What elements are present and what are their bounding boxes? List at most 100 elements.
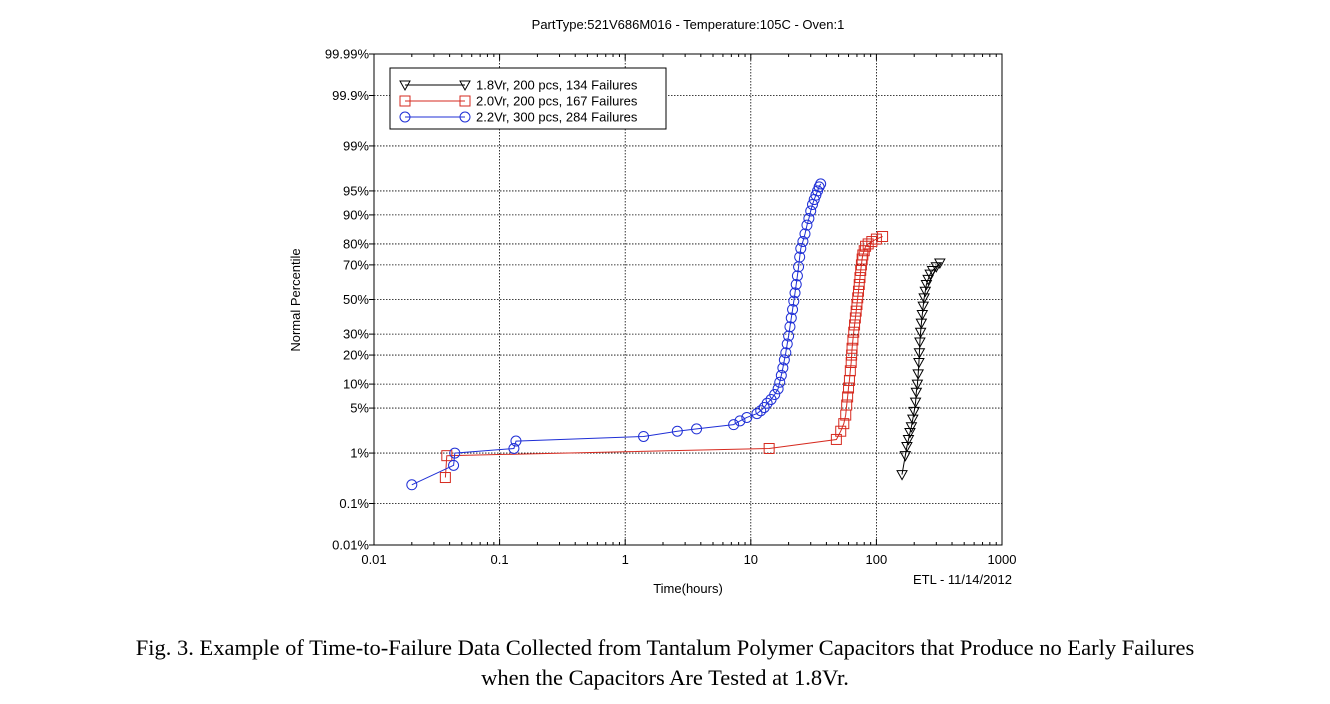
data-point [909, 397, 922, 409]
y-tick-label: 1% [350, 446, 369, 461]
data-point [778, 354, 790, 366]
legend-label: 2.2Vr, 300 pcs, 284 Failures [476, 110, 638, 125]
figure-caption: Fig. 3. Example of Time-to-Failure Data … [0, 633, 1330, 693]
y-tick-label: 0.01% [332, 538, 369, 553]
y-tick-label: 80% [343, 236, 369, 251]
data-point [789, 287, 801, 299]
y-tick-label: 50% [343, 292, 369, 307]
y-tick-label: 99% [343, 138, 369, 153]
data-point [783, 330, 795, 342]
data-point [780, 347, 792, 359]
grid [374, 54, 1002, 545]
y-tick-label: 90% [343, 207, 369, 222]
y-tick-label: 5% [350, 401, 369, 416]
data-point [791, 270, 803, 282]
data-point [911, 379, 924, 391]
y-tick-label: 30% [343, 327, 369, 342]
x-tick-label: 0.01 [361, 552, 386, 567]
data-point [751, 408, 763, 420]
data-point [842, 391, 854, 403]
y-tick-label: 0.1% [339, 496, 369, 511]
data-point [728, 419, 740, 431]
y-tick-label: 10% [343, 377, 369, 392]
data-point [841, 399, 853, 411]
data-point [844, 365, 856, 377]
x-axis-label: Time(hours) [653, 581, 723, 596]
data-point [848, 326, 860, 338]
data-point [926, 265, 939, 277]
data-point [843, 382, 855, 394]
caption-line-2: when the Capacitors Are Tested at 1.8Vr. [481, 665, 849, 690]
data-point [856, 253, 868, 265]
series-1 [896, 258, 946, 481]
data-point [795, 243, 807, 255]
y-tick-label: 20% [343, 348, 369, 363]
legend-box [389, 67, 667, 130]
data-point [815, 178, 827, 190]
data-point [741, 411, 753, 423]
data-point [803, 213, 815, 225]
data-point [830, 433, 842, 445]
data-point [671, 425, 683, 437]
data-point [448, 459, 460, 471]
data-point [870, 233, 882, 245]
data-point [930, 262, 943, 273]
data-point [913, 348, 926, 359]
series-line [411, 183, 822, 486]
data-point [799, 228, 811, 240]
data-point [449, 447, 461, 459]
data-point [908, 406, 921, 418]
legend-marker [399, 111, 411, 123]
data-point [846, 349, 858, 361]
y-axis-label: Normal Percentile [288, 248, 303, 351]
series-2 [439, 231, 889, 484]
data-point [775, 369, 787, 381]
data-point [846, 342, 858, 354]
legend-marker [399, 80, 411, 92]
x-tick-label: 0.1 [491, 552, 509, 567]
data-point [755, 405, 767, 417]
data-point [851, 298, 863, 310]
legend-marker [459, 95, 471, 107]
data-point [784, 321, 796, 333]
data-point [877, 231, 889, 243]
y-tick-label: 70% [343, 257, 369, 272]
legend-label: 1.8Vr, 200 pcs, 134 Failures [476, 78, 638, 93]
data-point [772, 383, 784, 395]
x-tick-label: 1 [622, 552, 629, 567]
caption-line-1: Fig. 3. Example of Time-to-Failure Data … [135, 635, 1195, 660]
data-point [857, 249, 869, 261]
data-point [788, 295, 800, 307]
data-point [915, 318, 928, 330]
x-tick-label: 1000 [988, 552, 1017, 567]
data-point [899, 451, 912, 462]
data-point [850, 305, 862, 317]
data-point [913, 357, 925, 369]
data-point [441, 450, 453, 462]
series-group [406, 178, 946, 491]
y-axis: 0.01% 0.1% 1% 5% 10% 20% 30% 50% 70% 80% 90% 95% 99%… [325, 47, 374, 553]
data-point [852, 292, 864, 304]
data-point [790, 278, 802, 290]
data-point [439, 472, 451, 484]
data-point [849, 312, 861, 324]
data-point [801, 219, 813, 231]
x-tick-label: 100 [866, 552, 888, 567]
data-point [761, 397, 773, 409]
legend-marker [459, 80, 471, 92]
data-point [777, 362, 789, 374]
chart-title: PartType:521V686M016 - Temperature:105C … [532, 17, 845, 32]
data-point [508, 442, 520, 454]
data-point [794, 251, 806, 263]
data-point [638, 430, 650, 442]
data-point [914, 337, 926, 348]
data-point [763, 442, 775, 454]
data-point [406, 479, 418, 491]
data-point [781, 338, 793, 350]
data-point [785, 312, 797, 324]
data-point [853, 278, 865, 290]
data-point [510, 435, 522, 447]
data-point [845, 356, 857, 368]
data-point [769, 389, 781, 401]
